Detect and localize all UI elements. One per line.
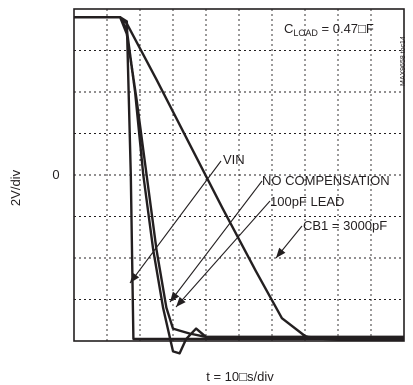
- load-label-suffix: = 0.47□F: [318, 21, 374, 36]
- arrow-100pf-lead-head: [176, 296, 186, 307]
- arrow-vin-head: [130, 272, 140, 283]
- arrow-no-compensation-head: [170, 291, 180, 302]
- arrow-100pf-lead-shaft: [175, 200, 271, 308]
- arrow-vin: [129, 160, 222, 284]
- arrow-cb1: [275, 225, 303, 259]
- series-line-100pf-lead: [74, 16, 404, 339]
- part-id-label: MAX9658 toc14: [400, 36, 407, 86]
- arrow-no-compensation-shaft: [169, 180, 263, 303]
- x-axis-label: t = 10□s/div: [206, 369, 274, 384]
- arrow-cb1-head: [276, 247, 286, 258]
- y-zero-label: 0: [52, 167, 59, 182]
- annotation-cb1: CB1 = 3000pF: [303, 218, 387, 233]
- annotation-arrows: [129, 160, 303, 308]
- series-line-no-compensation: [74, 16, 404, 355]
- arrow-vin-shaft: [129, 160, 222, 284]
- y-axis-label: 2V/div: [8, 169, 23, 206]
- load-capacitance-label: CLOAD = 0.47□F: [284, 21, 374, 38]
- waveforms: [74, 16, 404, 355]
- load-label-prefix: C: [284, 21, 293, 36]
- annotation-100pf-lead: 100pF LEAD: [270, 194, 344, 209]
- load-label-subscript: LOAD: [293, 28, 318, 38]
- annotation-no-compensation: NO COMPENSATION: [262, 173, 390, 188]
- arrow-100pf-lead: [175, 200, 271, 308]
- series-line-cb1-3000pf: [74, 16, 404, 341]
- arrow-no-compensation: [169, 180, 263, 303]
- annotation-vin: VIN: [223, 152, 245, 167]
- plot-frame: [73, 8, 405, 342]
